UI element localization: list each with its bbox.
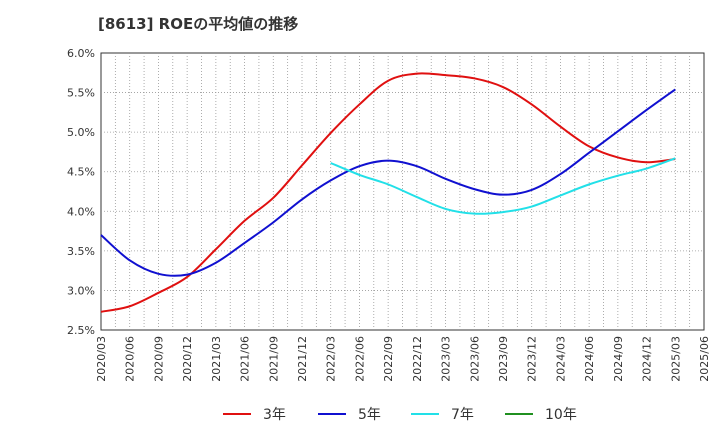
legend-label-1: 5年: [358, 407, 381, 423]
x-axis-tick-labels: 2020/03 2020/06 2020/09 2020/12 2021/03 2021/…: [95, 336, 711, 382]
legend-label-0: 3年: [263, 407, 286, 423]
x-tick-label: 2020/06: [124, 336, 137, 382]
x-tick-label: 2023/12: [526, 336, 539, 382]
x-tick-label: 2020/03: [95, 336, 108, 382]
x-tick-label: 2024/09: [612, 336, 625, 382]
x-tick-label: 2025/06: [698, 336, 711, 382]
y-tick-label: 4.0%: [67, 205, 95, 218]
x-tick-label: 2020/09: [152, 336, 165, 382]
x-tick-label: 2023/09: [497, 336, 510, 382]
x-tick-label: 2024/06: [583, 336, 596, 382]
x-tick-label: 2021/06: [239, 336, 252, 382]
y-tick-label: 4.5%: [67, 166, 95, 179]
x-tick-label: 2022/12: [411, 336, 424, 382]
legend: 3年 5年 7年 10年: [223, 407, 577, 423]
x-tick-label: 2024/12: [641, 336, 654, 382]
x-tick-label: 2023/06: [468, 336, 481, 382]
x-tick-label: 2020/12: [181, 336, 194, 382]
y-tick-label: 3.0%: [67, 284, 95, 297]
series-line-1: [100, 88, 676, 277]
x-tick-label: 2021/03: [210, 336, 223, 382]
series-line-0: [100, 72, 676, 313]
y-tick-label: 5.5%: [67, 87, 95, 100]
x-tick-label: 2022/06: [353, 336, 366, 382]
legend-label-3: 10年: [545, 407, 577, 423]
y-axis-tick-labels: 2.5% 3.0% 3.5% 4.0% 4.5% 5.0% 5.5% 6.0%: [67, 47, 95, 337]
x-tick-label: 2021/09: [267, 336, 280, 382]
y-tick-label: 2.5%: [67, 324, 95, 337]
y-tick-label: 6.0%: [67, 47, 95, 60]
x-tick-label: 2022/03: [325, 336, 338, 382]
series-lines: [100, 72, 676, 313]
x-tick-label: 2021/12: [296, 336, 309, 382]
series-line-2: [330, 157, 676, 215]
x-tick-label: 2022/09: [382, 336, 395, 382]
x-tick-label: 2025/03: [669, 336, 682, 382]
x-tick-label: 2024/03: [554, 336, 567, 382]
chart-title: [8613] ROEの平均値の推移: [98, 15, 299, 33]
legend-label-2: 7年: [451, 407, 474, 423]
y-tick-label: 5.0%: [67, 126, 95, 139]
x-tick-label: 2023/03: [440, 336, 453, 382]
y-tick-label: 3.5%: [67, 245, 95, 258]
